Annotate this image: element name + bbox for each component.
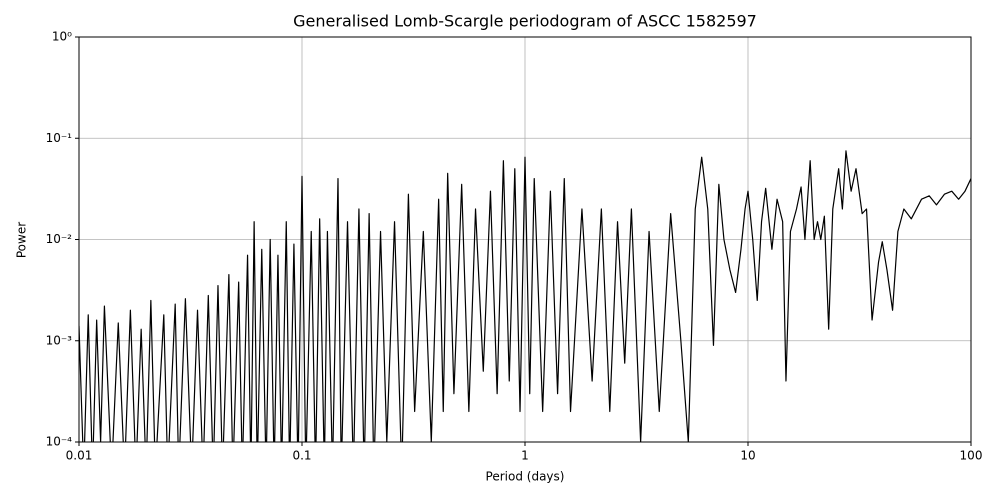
- grid: [78, 36, 972, 443]
- x-tick-label: 1: [521, 449, 529, 463]
- y-tick-label: 10⁻²: [46, 232, 73, 246]
- periodogram-line: [79, 150, 971, 442]
- ticks: 0.01 0.1 1 10 100 10⁻⁴ 10⁻³ 10⁻² 10⁻¹ 10⁰: [46, 30, 983, 463]
- x-tick-label: 100: [960, 449, 983, 463]
- x-tick-label: 10: [740, 449, 755, 463]
- x-tick-label: 0.01: [66, 449, 93, 463]
- y-tick-label: 10⁻¹: [46, 131, 73, 145]
- y-axis-label: Power: [15, 222, 29, 258]
- y-tick-label: 10⁻³: [46, 333, 73, 347]
- x-axis-label: Period (days): [486, 470, 565, 484]
- plot-area: [79, 150, 971, 442]
- y-tick-label: 10⁻⁴: [46, 435, 73, 449]
- x-tick-label: 0.1: [292, 449, 311, 463]
- y-tick-label: 10⁰: [52, 30, 72, 44]
- chart-title: Generalised Lomb-Scargle periodogram of …: [293, 12, 757, 31]
